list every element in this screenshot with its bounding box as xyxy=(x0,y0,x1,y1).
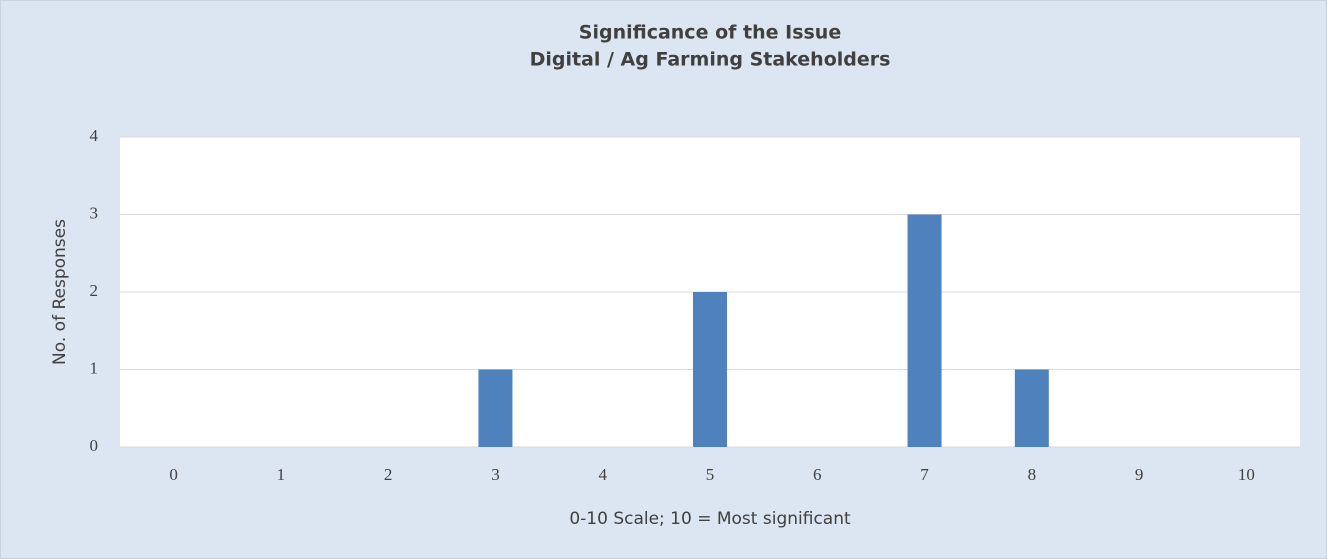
x-tick-label: 1 xyxy=(277,465,286,484)
y-tick-label: 2 xyxy=(90,281,99,300)
x-tick-label: 9 xyxy=(1135,465,1144,484)
x-tick-label: 8 xyxy=(1028,465,1037,484)
x-tick-label: 0 xyxy=(169,465,178,484)
y-axis-title: No. of Responses xyxy=(50,219,70,365)
bar xyxy=(1014,369,1049,447)
bar xyxy=(693,292,727,447)
y-tick-label: 3 xyxy=(90,203,99,222)
x-tick-label: 6 xyxy=(813,465,822,484)
x-tick-label: 5 xyxy=(706,465,715,484)
y-tick-label: 1 xyxy=(90,358,99,377)
x-tick-label: 4 xyxy=(598,465,607,484)
bar xyxy=(907,214,942,447)
x-tick-label: 10 xyxy=(1238,465,1255,484)
bar xyxy=(478,369,513,447)
x-tick-label: 7 xyxy=(920,465,929,484)
y-tick-label: 4 xyxy=(90,126,99,145)
chart-subtitle: Digital / Ag Farming Stakeholders xyxy=(530,49,891,71)
x-axis-title: 0-10 Scale; 10 = Most significant xyxy=(569,509,851,529)
x-tick-label: 3 xyxy=(491,465,500,484)
x-tick-label: 2 xyxy=(384,465,393,484)
chart-title: Significance of the Issue xyxy=(579,22,841,44)
y-tick-label: 0 xyxy=(90,436,99,455)
